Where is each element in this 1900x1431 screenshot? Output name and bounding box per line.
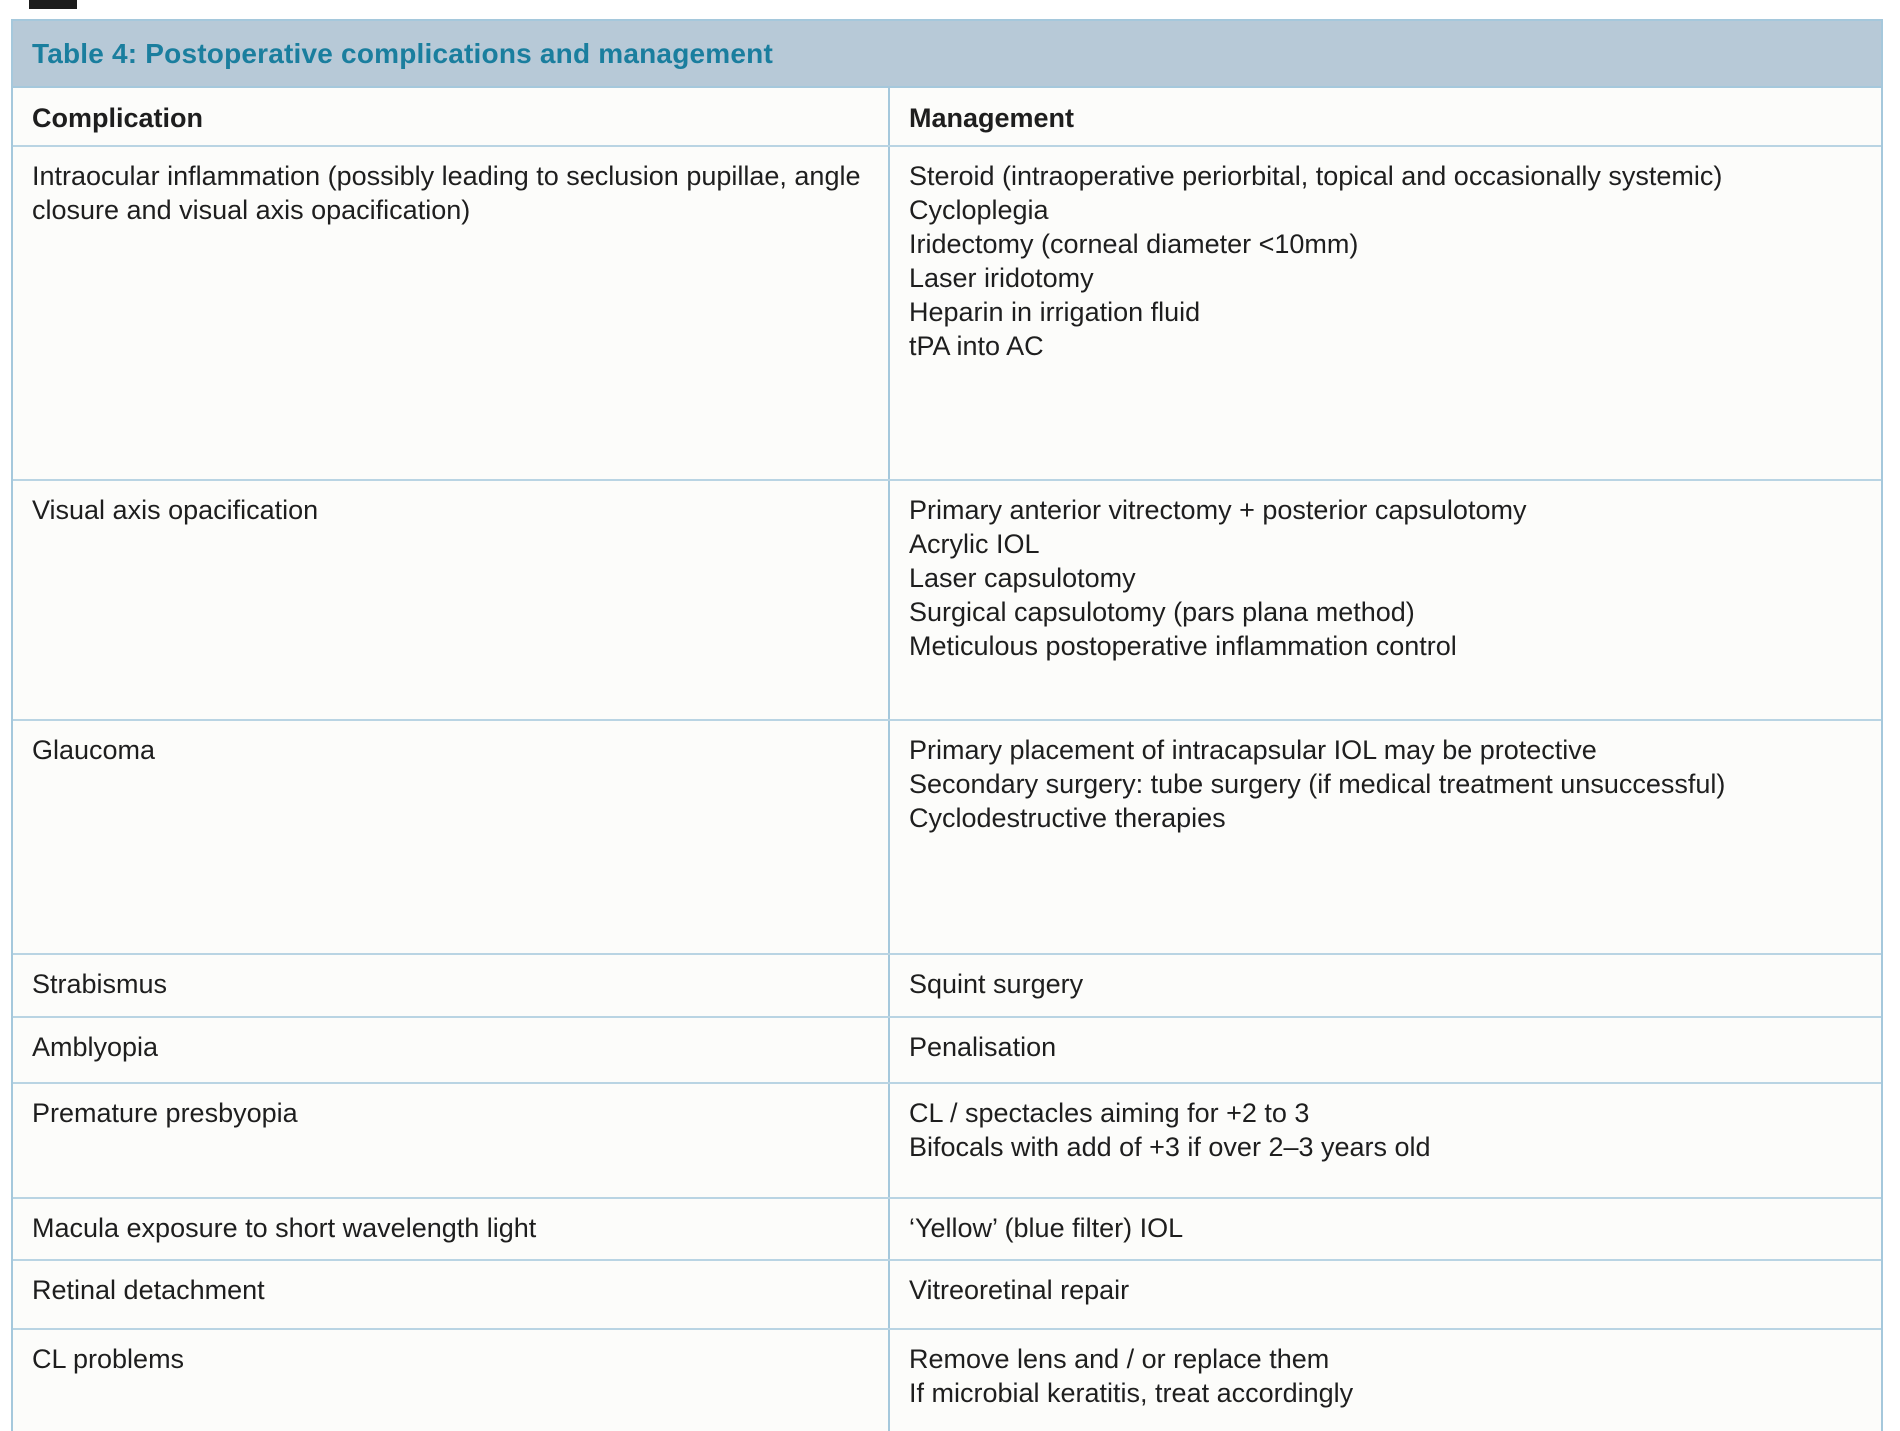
complication-cell: Glaucoma [13, 721, 890, 953]
management-cell: Penalisation [909, 1032, 1057, 1062]
table-row: Intraocular inflammation (possibly leadi… [13, 145, 1881, 479]
table-row: Strabismus Squint surgery [13, 953, 1881, 1016]
management-cell: Steroid (intraoperative periorbital, top… [909, 161, 1723, 361]
complication-cell: Visual axis opacification [13, 481, 890, 719]
table-row: Visual axis opacification Primary anteri… [13, 479, 1881, 719]
management-cell: CL / spectacles aiming for +2 to 3 Bifoc… [909, 1098, 1431, 1162]
table-title: Table 4: Postoperative complications and… [32, 37, 773, 69]
table-row: Macula exposure to short wavelength ligh… [13, 1197, 1881, 1259]
column-header-management: Management [909, 103, 1075, 133]
table-row: Retinal detachment Vitreoretinal repair [13, 1259, 1881, 1328]
complication-cell: CL problems [13, 1330, 890, 1431]
table-row: CL problems Remove lens and / or replace… [13, 1328, 1881, 1431]
complication-cell: Intraocular inflammation (possibly leadi… [13, 147, 890, 479]
management-cell: Squint surgery [909, 969, 1084, 999]
complication-cell: Premature presbyopia [13, 1084, 890, 1197]
table-row: Amblyopia Penalisation [13, 1016, 1881, 1082]
complication-cell: Macula exposure to short wavelength ligh… [13, 1199, 890, 1259]
table-row: Glaucoma Primary placement of intracapsu… [13, 719, 1881, 953]
management-cell: Remove lens and / or replace them If mic… [909, 1344, 1354, 1408]
management-cell: Vitreoretinal repair [909, 1275, 1130, 1305]
table-title-bar: Table 4: Postoperative complications and… [13, 21, 1881, 88]
management-cell: ‘Yellow’ (blue filter) IOL [909, 1213, 1184, 1243]
complication-cell: Retinal detachment [13, 1261, 890, 1328]
management-cell: Primary anterior vitrectomy + posterior … [909, 495, 1527, 661]
table-header-row: Complication Management [13, 88, 1881, 145]
complication-cell: Amblyopia [13, 1018, 890, 1082]
management-cell: Primary placement of intracapsular IOL m… [909, 735, 1726, 833]
column-header-complication: Complication [13, 88, 890, 145]
cropped-text-artifact [29, 0, 77, 9]
complications-table: Table 4: Postoperative complications and… [11, 19, 1883, 1431]
complication-cell: Strabismus [13, 955, 890, 1016]
table-row: Premature presbyopia CL / spectacles aim… [13, 1082, 1881, 1197]
